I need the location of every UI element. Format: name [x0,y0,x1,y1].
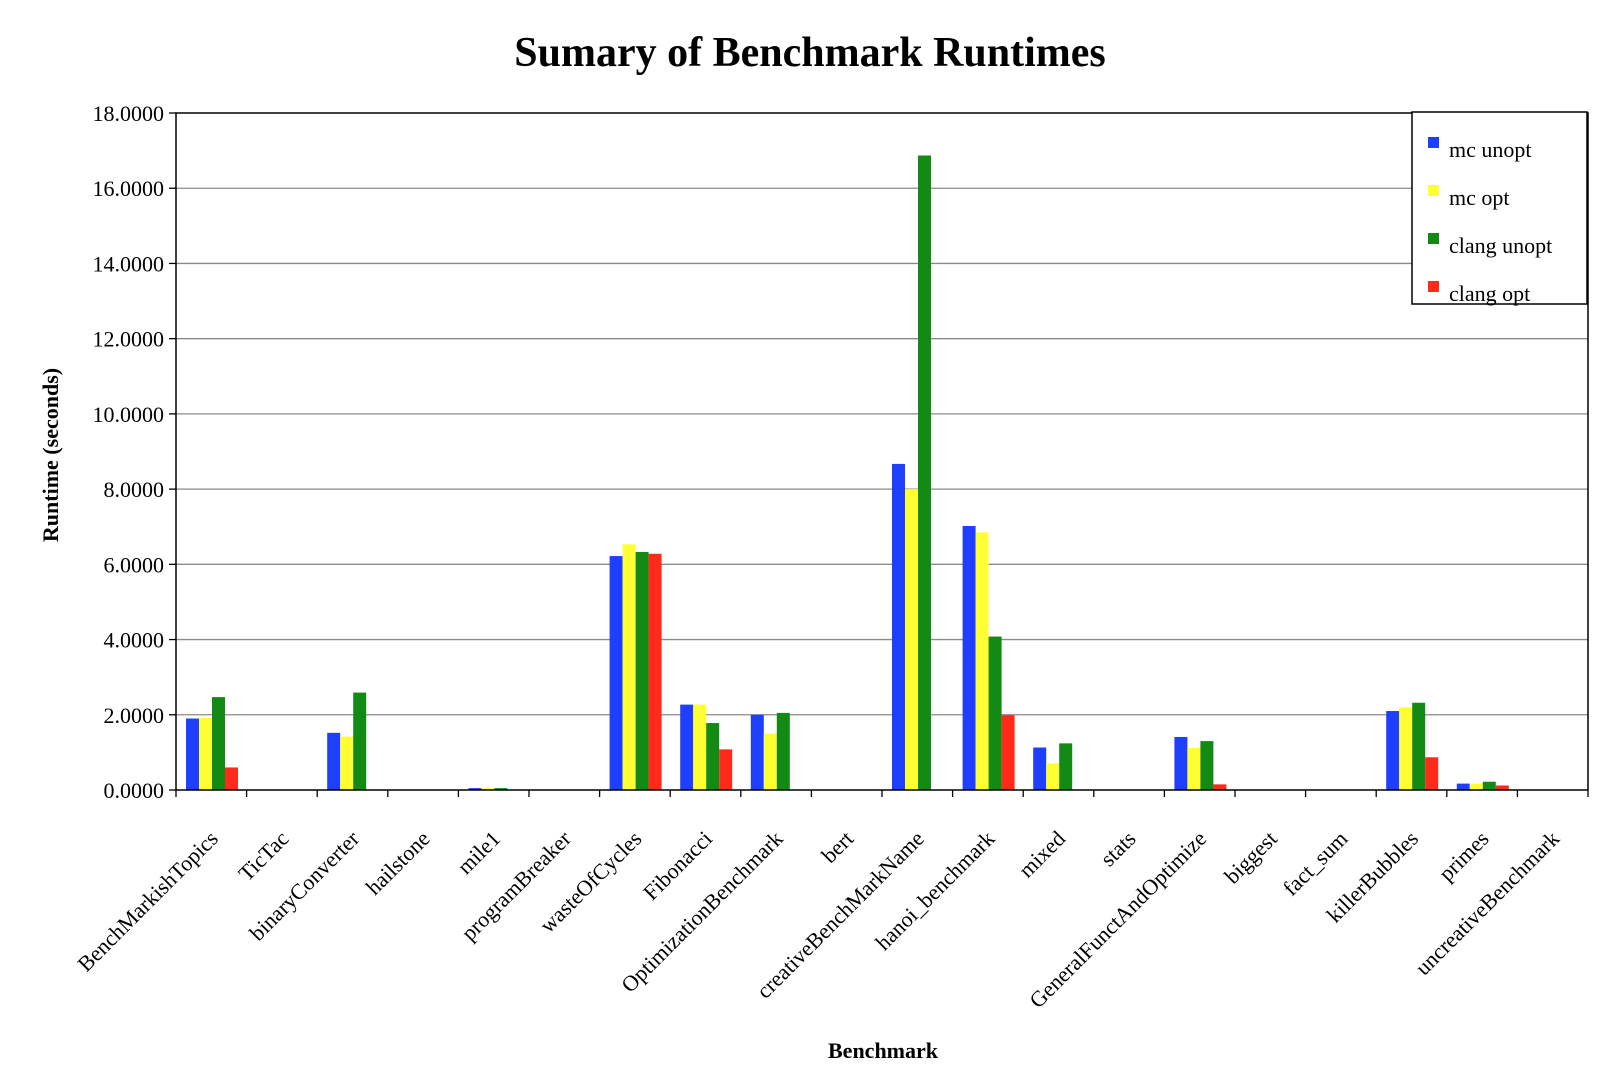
bar-mc-unopt [750,714,764,790]
bar-clang-unopt [1200,741,1214,790]
legend-box [1411,111,1588,305]
y-tick-label: 0.0000 [104,778,165,803]
bar-clang-opt [719,749,733,790]
bar-clang-opt [648,553,662,790]
category-label: mile1 [452,826,505,879]
bar-mc-unopt [1033,747,1047,790]
bar-mc-unopt [1174,736,1188,790]
bar-mc-opt [905,489,918,790]
y-tick-label: 18.0000 [93,101,165,126]
category-label: stats [1095,826,1140,871]
category-label: hailstone [361,826,435,900]
bar-clang-unopt [212,697,225,790]
legend-swatch [1428,185,1439,196]
bar-mc-opt [975,532,989,790]
gridlines [169,112,1589,797]
y-tick-label: 8.0000 [104,477,165,502]
legend-label: mc unopt [1449,137,1532,162]
bar-mc-opt [1187,747,1201,790]
bar-mc-unopt [1456,783,1470,790]
y-tick-label: 14.0000 [93,251,165,276]
legend-swatch [1428,281,1439,292]
bar-clang-opt [225,767,238,790]
bar-mc-unopt [962,525,976,790]
category-label: biggest [1219,826,1282,889]
bar-mc-opt [481,788,495,790]
bar-mc-opt [1469,783,1483,790]
category-label: primes [1434,826,1494,886]
bar-mc-unopt [1386,711,1400,790]
bar-mc-unopt [680,704,694,790]
x-axis-title: Benchmark [828,1038,939,1063]
bar-clang-unopt [776,712,790,790]
y-tick-label: 2.0000 [104,703,165,728]
bar-clang-unopt [635,551,649,790]
bar-clang-unopt [1412,702,1426,790]
bar-mc-opt [763,733,777,790]
bar-clang-unopt [353,692,367,790]
bar-mc-unopt [327,732,341,790]
chart-title: Sumary of Benchmark Runtimes [514,30,1106,76]
bar-mc-opt [340,736,354,790]
bar-clang-opt [1425,757,1439,790]
legend-label: clang opt [1449,281,1530,306]
bar-mc-unopt [468,788,482,790]
x-tick-labels: BenchMarkishTopics TicTacbinaryConverterh… [72,825,1564,1013]
bar-clang-unopt [1482,781,1496,790]
bar-clang-unopt [1059,743,1073,790]
bar-mc-opt [1046,763,1060,790]
y-tick-labels: 0.0000 2.0000 4.0000 6.0000 8.0000 10.0000 12.… [93,101,165,803]
y-tick-label: 6.0000 [104,552,165,577]
bar-mc-opt [622,544,636,790]
legend-swatch [1428,233,1439,244]
legend-label: clang unopt [1449,233,1552,258]
bar-clang-opt [1213,784,1227,790]
bar-mc-opt [693,704,707,790]
bar-mc-unopt [186,718,199,790]
y-tick-label: 10.0000 [93,402,165,427]
legend-label: mc opt [1449,185,1510,210]
bar-clang-opt [1001,715,1015,790]
bar-clang-unopt [494,788,508,790]
category-label: mixed [1013,826,1070,883]
y-tick-label: 16.0000 [93,176,165,201]
bar-clang-unopt [706,723,720,790]
category-label: bert [816,826,858,868]
bar-clang-opt [1495,785,1509,790]
bar-mc-opt [199,717,212,790]
bar-clang-unopt [988,636,1002,790]
bar-mc-unopt [892,463,905,790]
bars-group [186,155,1509,790]
legend-swatch [1428,137,1439,148]
category-label: BenchMarkishTopics [72,826,223,977]
category-label: hanoi_benchmark [870,826,999,955]
legend: mc unopt mc opt clang unopt clang opt [1411,111,1588,306]
bar-mc-opt [1399,707,1413,790]
y-axis-title: Runtime (seconds) [38,368,63,542]
bar-mc-unopt [609,556,623,790]
y-tick-label: 12.0000 [93,327,165,352]
plot-frame [175,112,1589,791]
y-tick-label: 4.0000 [104,628,165,653]
category-label: TicTac [233,826,293,886]
bar-clang-unopt [918,155,931,790]
